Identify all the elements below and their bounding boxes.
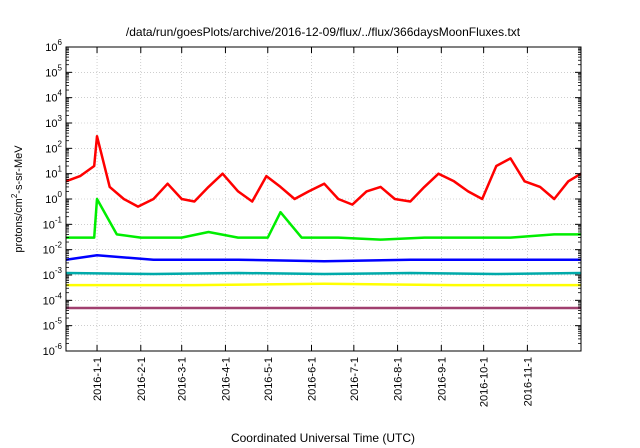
y-axis: 10-6 10-5 10-4 10-3 10-2 10-1 100 101 102 103 104 1… [43, 38, 581, 358]
x-axis-label: Coordinated Universal Time (UTC) [231, 431, 415, 445]
x-tick-label: 2016-5-1 [263, 357, 275, 401]
x-tick-label: 2016-11-1 [522, 357, 534, 406]
y-tick-label: 102 [45, 139, 62, 155]
x-tick-label: 2016-1-1 [92, 357, 104, 401]
grid [66, 46, 581, 352]
series-group [65, 134, 582, 310]
y-axis-label: protons/cm2-s-sr-MeV [10, 145, 25, 253]
x-tick-label: 2016-3-1 [177, 357, 189, 401]
x-tick-label: 2016-2-1 [136, 357, 148, 401]
series-line-1 [65, 134, 582, 208]
series-line-3 [65, 271, 582, 276]
y-tick-label: 105 [45, 63, 62, 79]
y-tick-label: 104 [45, 89, 62, 105]
y-tick-label: 100 [45, 190, 62, 206]
y-tick-label: 10-5 [43, 317, 63, 333]
y-tick-label: 10-1 [43, 215, 63, 231]
y-tick-label: 106 [45, 38, 62, 54]
chart-title: /data/run/goesPlots/archive/2016-12-09/f… [126, 25, 521, 39]
plot-frame [65, 46, 582, 352]
x-tick-label: 2016-6-1 [307, 357, 319, 401]
y-tick-label: 10-6 [43, 342, 63, 358]
series-line-2 [66, 197, 581, 241]
series-line-4 [65, 254, 581, 263]
x-tick-label: 2016-10-1 [479, 357, 491, 407]
series-line-5 [66, 282, 581, 287]
x-tick-label: 2016-8-1 [393, 357, 405, 401]
y-tick-label: 10-3 [43, 266, 63, 282]
y-tick-label: 10-2 [43, 241, 63, 257]
y-tick-label: 103 [45, 114, 62, 130]
x-axis: 2016-1-1 2016-2-1 2016-3-1 2016-4-1 2016-5-1… [92, 47, 534, 407]
x-tick-label: 2016-4-1 [220, 357, 232, 401]
x-tick-label: 2016-9-1 [436, 357, 448, 401]
y-tick-label: 101 [45, 165, 62, 181]
y-tick-label: 10-4 [43, 291, 63, 307]
x-tick-label: 2016-7-1 [349, 357, 361, 401]
